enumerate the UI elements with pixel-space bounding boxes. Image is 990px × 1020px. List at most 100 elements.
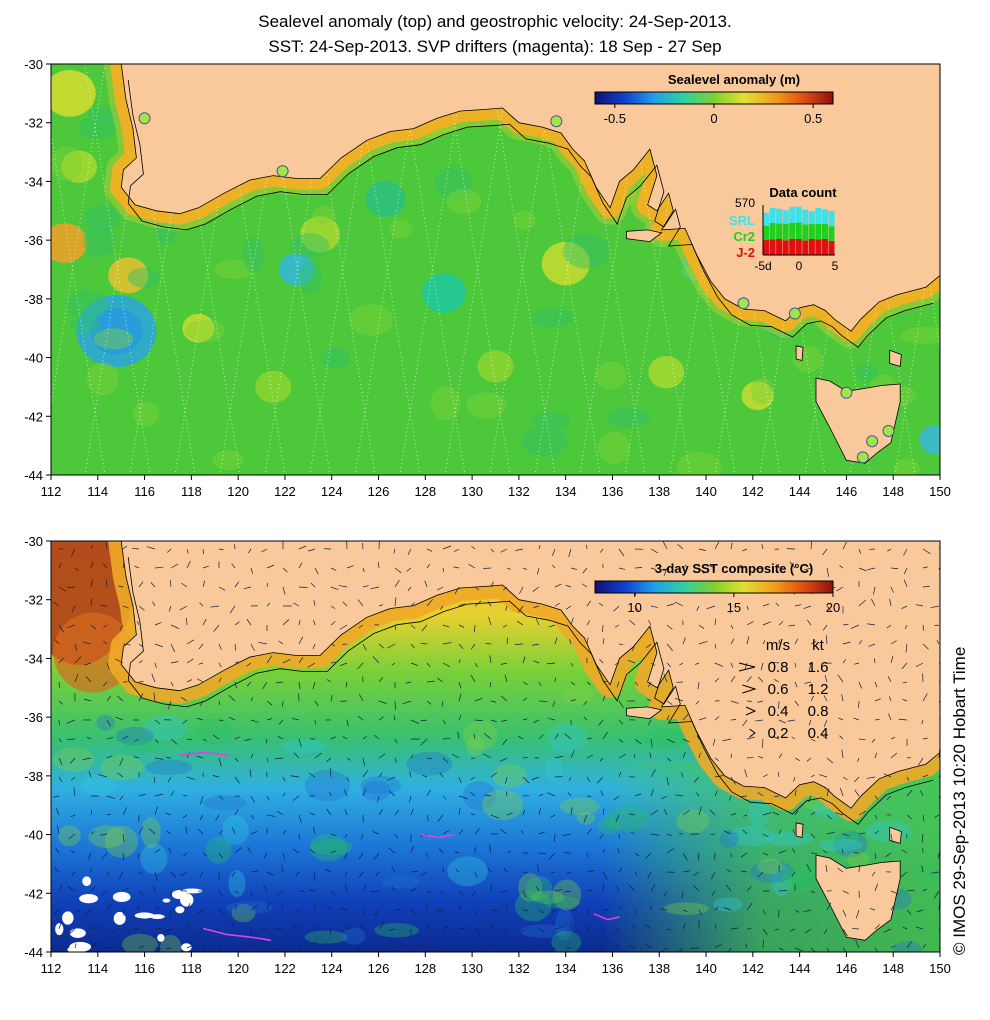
velocity-arrow bbox=[760, 662, 764, 671]
sla-x-tick-label: 142 bbox=[742, 484, 764, 499]
velocity-arrow bbox=[442, 545, 452, 550]
satellite-track bbox=[84, 64, 151, 475]
velocity-arrow bbox=[746, 886, 752, 892]
velocity-arrow bbox=[330, 694, 333, 702]
sst-cloud-gap bbox=[180, 893, 194, 907]
velocity-arrow bbox=[186, 560, 191, 569]
velocity-arrow bbox=[778, 829, 782, 835]
velocity-arrow bbox=[138, 945, 145, 949]
velocity-arrow bbox=[906, 814, 912, 820]
velocity-arrow bbox=[890, 567, 899, 570]
velocity-arrow bbox=[490, 909, 499, 912]
velocity-arrow bbox=[84, 662, 92, 666]
velocity-arrow bbox=[841, 694, 844, 702]
velocity-arrow bbox=[758, 756, 764, 759]
velocity-arrow bbox=[410, 754, 414, 759]
sla-mottle bbox=[212, 450, 244, 471]
velocity-arrow bbox=[650, 769, 656, 778]
satellite-track bbox=[579, 64, 646, 475]
velocity-arrow bbox=[154, 719, 161, 725]
velocity-arrow bbox=[682, 738, 690, 743]
sla-x-tick-label: 138 bbox=[648, 484, 670, 499]
velocity-arrow bbox=[101, 890, 108, 896]
velocity-arrow bbox=[180, 696, 188, 702]
velocity-arrow bbox=[314, 924, 320, 930]
velocity-arrow bbox=[70, 548, 76, 557]
velocity-arrow bbox=[58, 757, 63, 766]
velocity-arrow bbox=[645, 643, 652, 649]
velocity-arrow bbox=[326, 905, 332, 911]
velocity-arrow bbox=[470, 776, 476, 781]
tide-gauge-marker bbox=[788, 307, 801, 320]
sst-mottle bbox=[304, 769, 351, 802]
sst-x-tick-label: 134 bbox=[555, 961, 577, 976]
velocity-arrow bbox=[170, 738, 178, 745]
velocity-arrow bbox=[374, 909, 380, 917]
velocity-arrow bbox=[234, 776, 240, 784]
tide-gauge-marker bbox=[737, 297, 750, 310]
velocity-arrow bbox=[185, 826, 188, 835]
velocity-arrow bbox=[90, 561, 94, 569]
velocity-arrow bbox=[916, 909, 924, 913]
velocity-arrow bbox=[930, 605, 940, 609]
sla-colorbar-tick-label: 0 bbox=[710, 111, 717, 126]
sst-isobath bbox=[127, 557, 934, 825]
velocity-arrow bbox=[871, 598, 876, 607]
sst-cloud-gap bbox=[181, 943, 192, 952]
velocity-arrow bbox=[938, 700, 940, 704]
velocity-arrow bbox=[738, 564, 748, 569]
velocity-arrow bbox=[762, 738, 764, 748]
velocity-arrow bbox=[618, 833, 620, 839]
velocity-arrow bbox=[282, 852, 286, 860]
sst-mottle bbox=[280, 739, 327, 754]
velocity-arrow bbox=[378, 716, 384, 721]
velocity-arrow bbox=[500, 828, 508, 835]
velocity-arrow bbox=[344, 947, 348, 952]
velocity-arrow bbox=[663, 674, 668, 683]
velocity-arrow bbox=[905, 643, 908, 653]
velocity-arrow bbox=[522, 756, 529, 759]
velocity-arrow bbox=[842, 833, 850, 837]
velocity-arrow bbox=[293, 924, 300, 930]
velocity-arrow bbox=[378, 753, 386, 759]
velocity-arrow bbox=[202, 618, 207, 626]
velocity-arrow bbox=[874, 718, 880, 721]
velocity-arrow bbox=[634, 681, 638, 686]
velocity-arrow bbox=[650, 605, 659, 608]
sla-y-tick-label: -32 bbox=[24, 116, 43, 131]
velocity-arrow bbox=[282, 829, 287, 835]
velocity-arrow bbox=[772, 811, 780, 816]
sla-x-tick-label: 118 bbox=[181, 484, 202, 499]
velocity-arrow bbox=[902, 926, 908, 930]
velocity-arrow bbox=[330, 661, 337, 664]
velocity-arrow bbox=[234, 581, 240, 588]
velocity-arrow bbox=[470, 813, 476, 816]
sst-mottle bbox=[115, 726, 154, 746]
sst-mottle bbox=[100, 754, 144, 781]
velocity-arrow bbox=[773, 678, 780, 683]
satellite-track bbox=[939, 64, 940, 67]
satellite-track bbox=[399, 64, 466, 475]
sla-mottle bbox=[900, 326, 940, 344]
velocity-arrow bbox=[292, 795, 300, 801]
velocity-arrow bbox=[69, 757, 76, 764]
sla-mottle bbox=[51, 146, 83, 181]
velocity-arrow bbox=[762, 603, 770, 607]
velocity-arrow bbox=[246, 681, 252, 687]
velocity-arrow bbox=[554, 602, 560, 607]
velocity-arrow bbox=[890, 736, 896, 740]
velocity-arrow bbox=[458, 807, 461, 816]
sst-y-tick-label: -38 bbox=[24, 769, 43, 784]
velocity-arrow bbox=[487, 601, 492, 607]
velocity-arrow bbox=[596, 776, 604, 784]
sla-y-tick-label: -30 bbox=[24, 57, 43, 72]
sla-mottle bbox=[856, 362, 878, 383]
velocity-arrow bbox=[330, 586, 339, 590]
velocity-arrow bbox=[82, 757, 92, 760]
velocity-arrow bbox=[393, 548, 396, 554]
velocity-arrow bbox=[645, 943, 652, 949]
velocity-arrow bbox=[234, 736, 240, 740]
sst-x-tick-label: 120 bbox=[227, 961, 249, 976]
sla-anomaly-feature bbox=[76, 295, 157, 368]
velocity-arrow bbox=[757, 871, 764, 878]
